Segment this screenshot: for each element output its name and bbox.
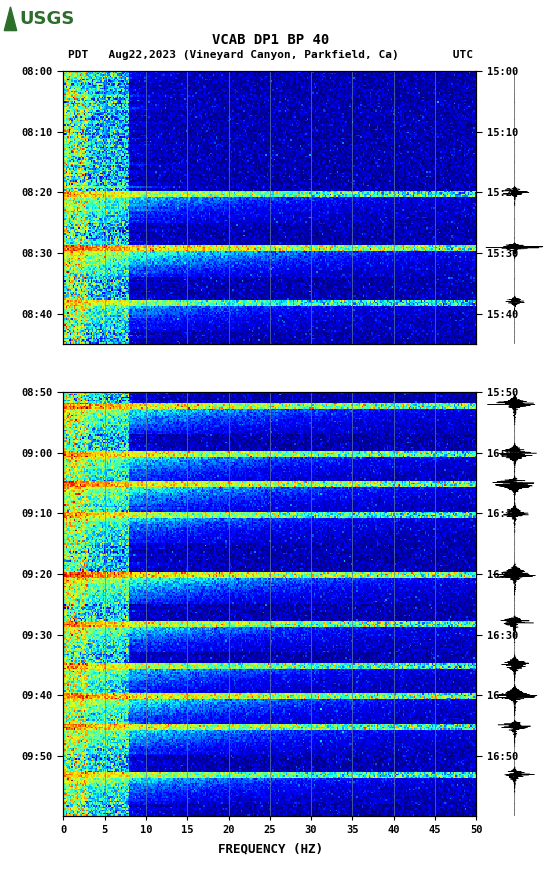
- Text: FREQUENCY (HZ): FREQUENCY (HZ): [218, 843, 323, 855]
- Text: VCAB DP1 BP 40: VCAB DP1 BP 40: [212, 33, 329, 47]
- Polygon shape: [4, 7, 17, 30]
- Text: PDT   Aug22,2023 (Vineyard Canyon, Parkfield, Ca)        UTC: PDT Aug22,2023 (Vineyard Canyon, Parkfie…: [68, 50, 473, 61]
- Text: USGS: USGS: [20, 10, 75, 28]
